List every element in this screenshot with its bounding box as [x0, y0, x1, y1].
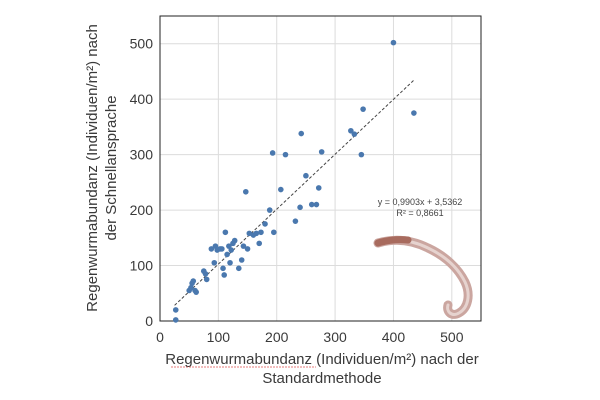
earthworm-illustration — [373, 235, 473, 319]
x-tick-label-2: 200 — [265, 329, 289, 345]
data-point-18 — [221, 272, 227, 278]
data-point-34 — [256, 240, 263, 247]
data-point-17 — [220, 265, 226, 272]
trend-equation: y = 0,9903x + 3,5362 — [378, 197, 463, 207]
data-point-41 — [282, 151, 289, 158]
x-tick-label-5: 500 — [440, 329, 464, 345]
data-point-20 — [224, 251, 230, 258]
data-point-0 — [172, 317, 179, 323]
data-point-5 — [190, 278, 197, 284]
y-tick-label-5: 500 — [130, 36, 154, 52]
data-point-37 — [266, 207, 273, 213]
x-axis-title-line1: Regenwurmabundanz (Individuen/m²) nach d… — [165, 351, 479, 368]
data-point-50 — [348, 127, 354, 134]
data-points — [172, 39, 417, 323]
data-point-1 — [172, 307, 179, 313]
data-point-19 — [222, 229, 229, 236]
data-point-25 — [231, 237, 238, 244]
data-point-44 — [298, 130, 305, 137]
y-tick-label-1: 100 — [130, 258, 154, 274]
data-point-54 — [390, 39, 397, 46]
data-point-43 — [297, 204, 303, 211]
data-point-23 — [228, 247, 235, 253]
x-tick-label-4: 400 — [382, 329, 406, 345]
y-axis-title-line1: Regenwurmabundanz (Individuen/m²) nach — [84, 24, 101, 312]
data-point-45 — [303, 172, 309, 179]
trendline — [174, 79, 415, 306]
data-point-28 — [240, 243, 247, 249]
data-point-3 — [188, 284, 194, 291]
data-point-29 — [242, 188, 249, 195]
data-point-10 — [203, 276, 210, 283]
data-point-26 — [235, 265, 242, 272]
y-tick-label-4: 400 — [130, 91, 154, 107]
data-point-55 — [411, 110, 417, 116]
x-axis-title-line2: Standardmethode — [262, 370, 381, 387]
data-point-35 — [258, 229, 264, 236]
data-point-33 — [253, 230, 260, 237]
data-point-9 — [202, 271, 209, 277]
data-point-11 — [208, 246, 215, 252]
data-point-36 — [262, 221, 268, 227]
data-point-49 — [318, 149, 325, 155]
data-point-22 — [227, 259, 233, 266]
x-tick-label-0: 0 — [156, 329, 164, 345]
data-point-7 — [193, 289, 199, 295]
data-point-48 — [315, 185, 322, 191]
data-point-38 — [269, 150, 276, 156]
data-point-46 — [308, 201, 315, 208]
data-point-53 — [360, 106, 366, 112]
x-tick-label-3: 300 — [323, 329, 347, 345]
plot-frame — [159, 15, 482, 322]
y-tick-label-0: 0 — [145, 313, 153, 329]
y-tick-label-3: 300 — [130, 147, 154, 163]
data-point-40 — [278, 186, 284, 193]
data-point-16 — [219, 246, 225, 252]
r-squared-label: R² = 0,8661 — [396, 208, 443, 218]
y-tick-label-2: 200 — [130, 202, 154, 218]
x-tick-label-1: 100 — [207, 329, 231, 345]
data-point-27 — [238, 257, 245, 263]
grid-layer — [160, 16, 481, 321]
data-point-47 — [313, 201, 320, 208]
y-axis-title-line2: der Schnellansprache — [103, 95, 120, 240]
data-point-30 — [244, 246, 251, 252]
data-point-39 — [271, 229, 277, 236]
data-point-52 — [358, 151, 365, 158]
data-point-12 — [211, 259, 218, 266]
data-point-42 — [292, 218, 299, 224]
data-point-51 — [351, 131, 358, 137]
tick-labels: 0 100 200 300 400 500 0 100 200 300 400 500 — [130, 36, 464, 345]
